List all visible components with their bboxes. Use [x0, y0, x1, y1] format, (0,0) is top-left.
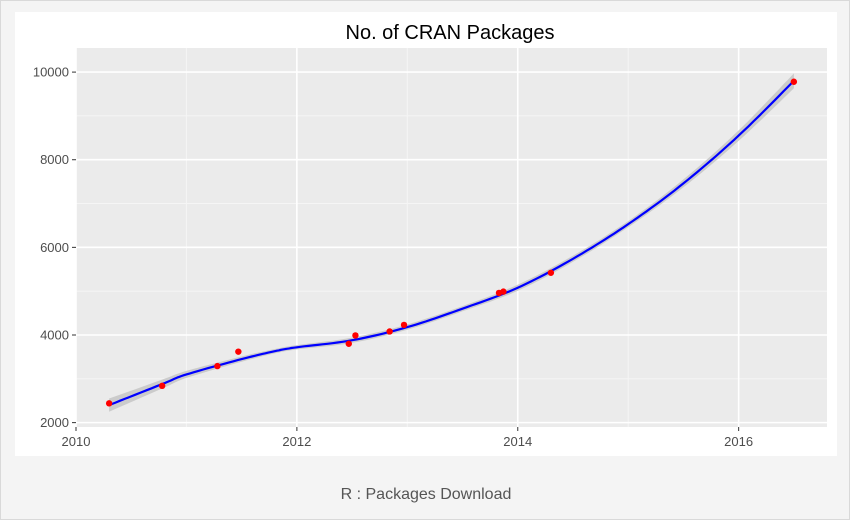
y-tick-label: 4000	[40, 327, 69, 342]
chart-figure: 2000 4000 6000 8000 10000 2010 2012 2014 2016 N…	[15, 12, 837, 456]
x-tick-label: 2014	[503, 434, 532, 449]
chart-svg: 2000 4000 6000 8000 10000 2010 2012 2014 2016 N…	[33, 22, 827, 449]
plot-panel	[76, 48, 827, 427]
data-point	[500, 288, 507, 295]
minor-gridlines	[76, 48, 827, 427]
y-tick-label: 6000	[40, 240, 69, 255]
data-point	[158, 382, 166, 390]
x-axis-ticks: 2010 2012 2014 2016	[62, 427, 753, 449]
major-gridlines	[75, 48, 827, 427]
y-tick-label: 2000	[40, 415, 69, 430]
data-point	[386, 328, 393, 335]
figure-caption: R : Packages Download	[340, 486, 512, 503]
data-point	[400, 321, 408, 329]
x-tick-label: 2010	[62, 434, 91, 449]
data-point	[105, 400, 113, 407]
data-point	[352, 332, 359, 339]
data-point	[214, 362, 221, 370]
smooth-trend-line	[108, 80, 795, 407]
data-point	[345, 340, 352, 347]
data-point	[235, 348, 242, 355]
x-tick-label: 2016	[724, 434, 753, 449]
y-tick-label: 8000	[40, 152, 69, 167]
data-point	[547, 269, 555, 276]
data-point	[790, 78, 798, 85]
y-tick-label: 10000	[33, 65, 69, 80]
data-points	[105, 78, 798, 407]
chart-title: No. of CRAN Packages	[346, 22, 555, 44]
x-tick-label: 2012	[282, 434, 311, 449]
y-axis-ticks: 2000 4000 6000 8000 10000	[33, 65, 76, 430]
